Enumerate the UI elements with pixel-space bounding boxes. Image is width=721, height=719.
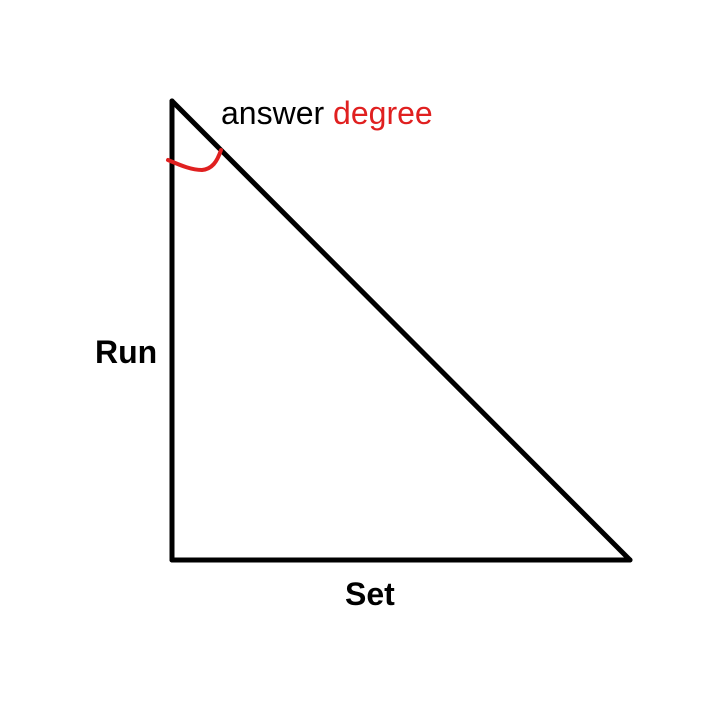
horizontal-side-label: Set bbox=[345, 576, 395, 612]
angle-label: answer degree bbox=[221, 97, 433, 129]
hypotenuse bbox=[169, 98, 633, 563]
angle-arc bbox=[166, 148, 223, 173]
angle-label-prefix: answer bbox=[221, 95, 325, 131]
angle-label-highlight: degree bbox=[333, 95, 433, 131]
vertical-side-label: Run bbox=[95, 334, 158, 370]
